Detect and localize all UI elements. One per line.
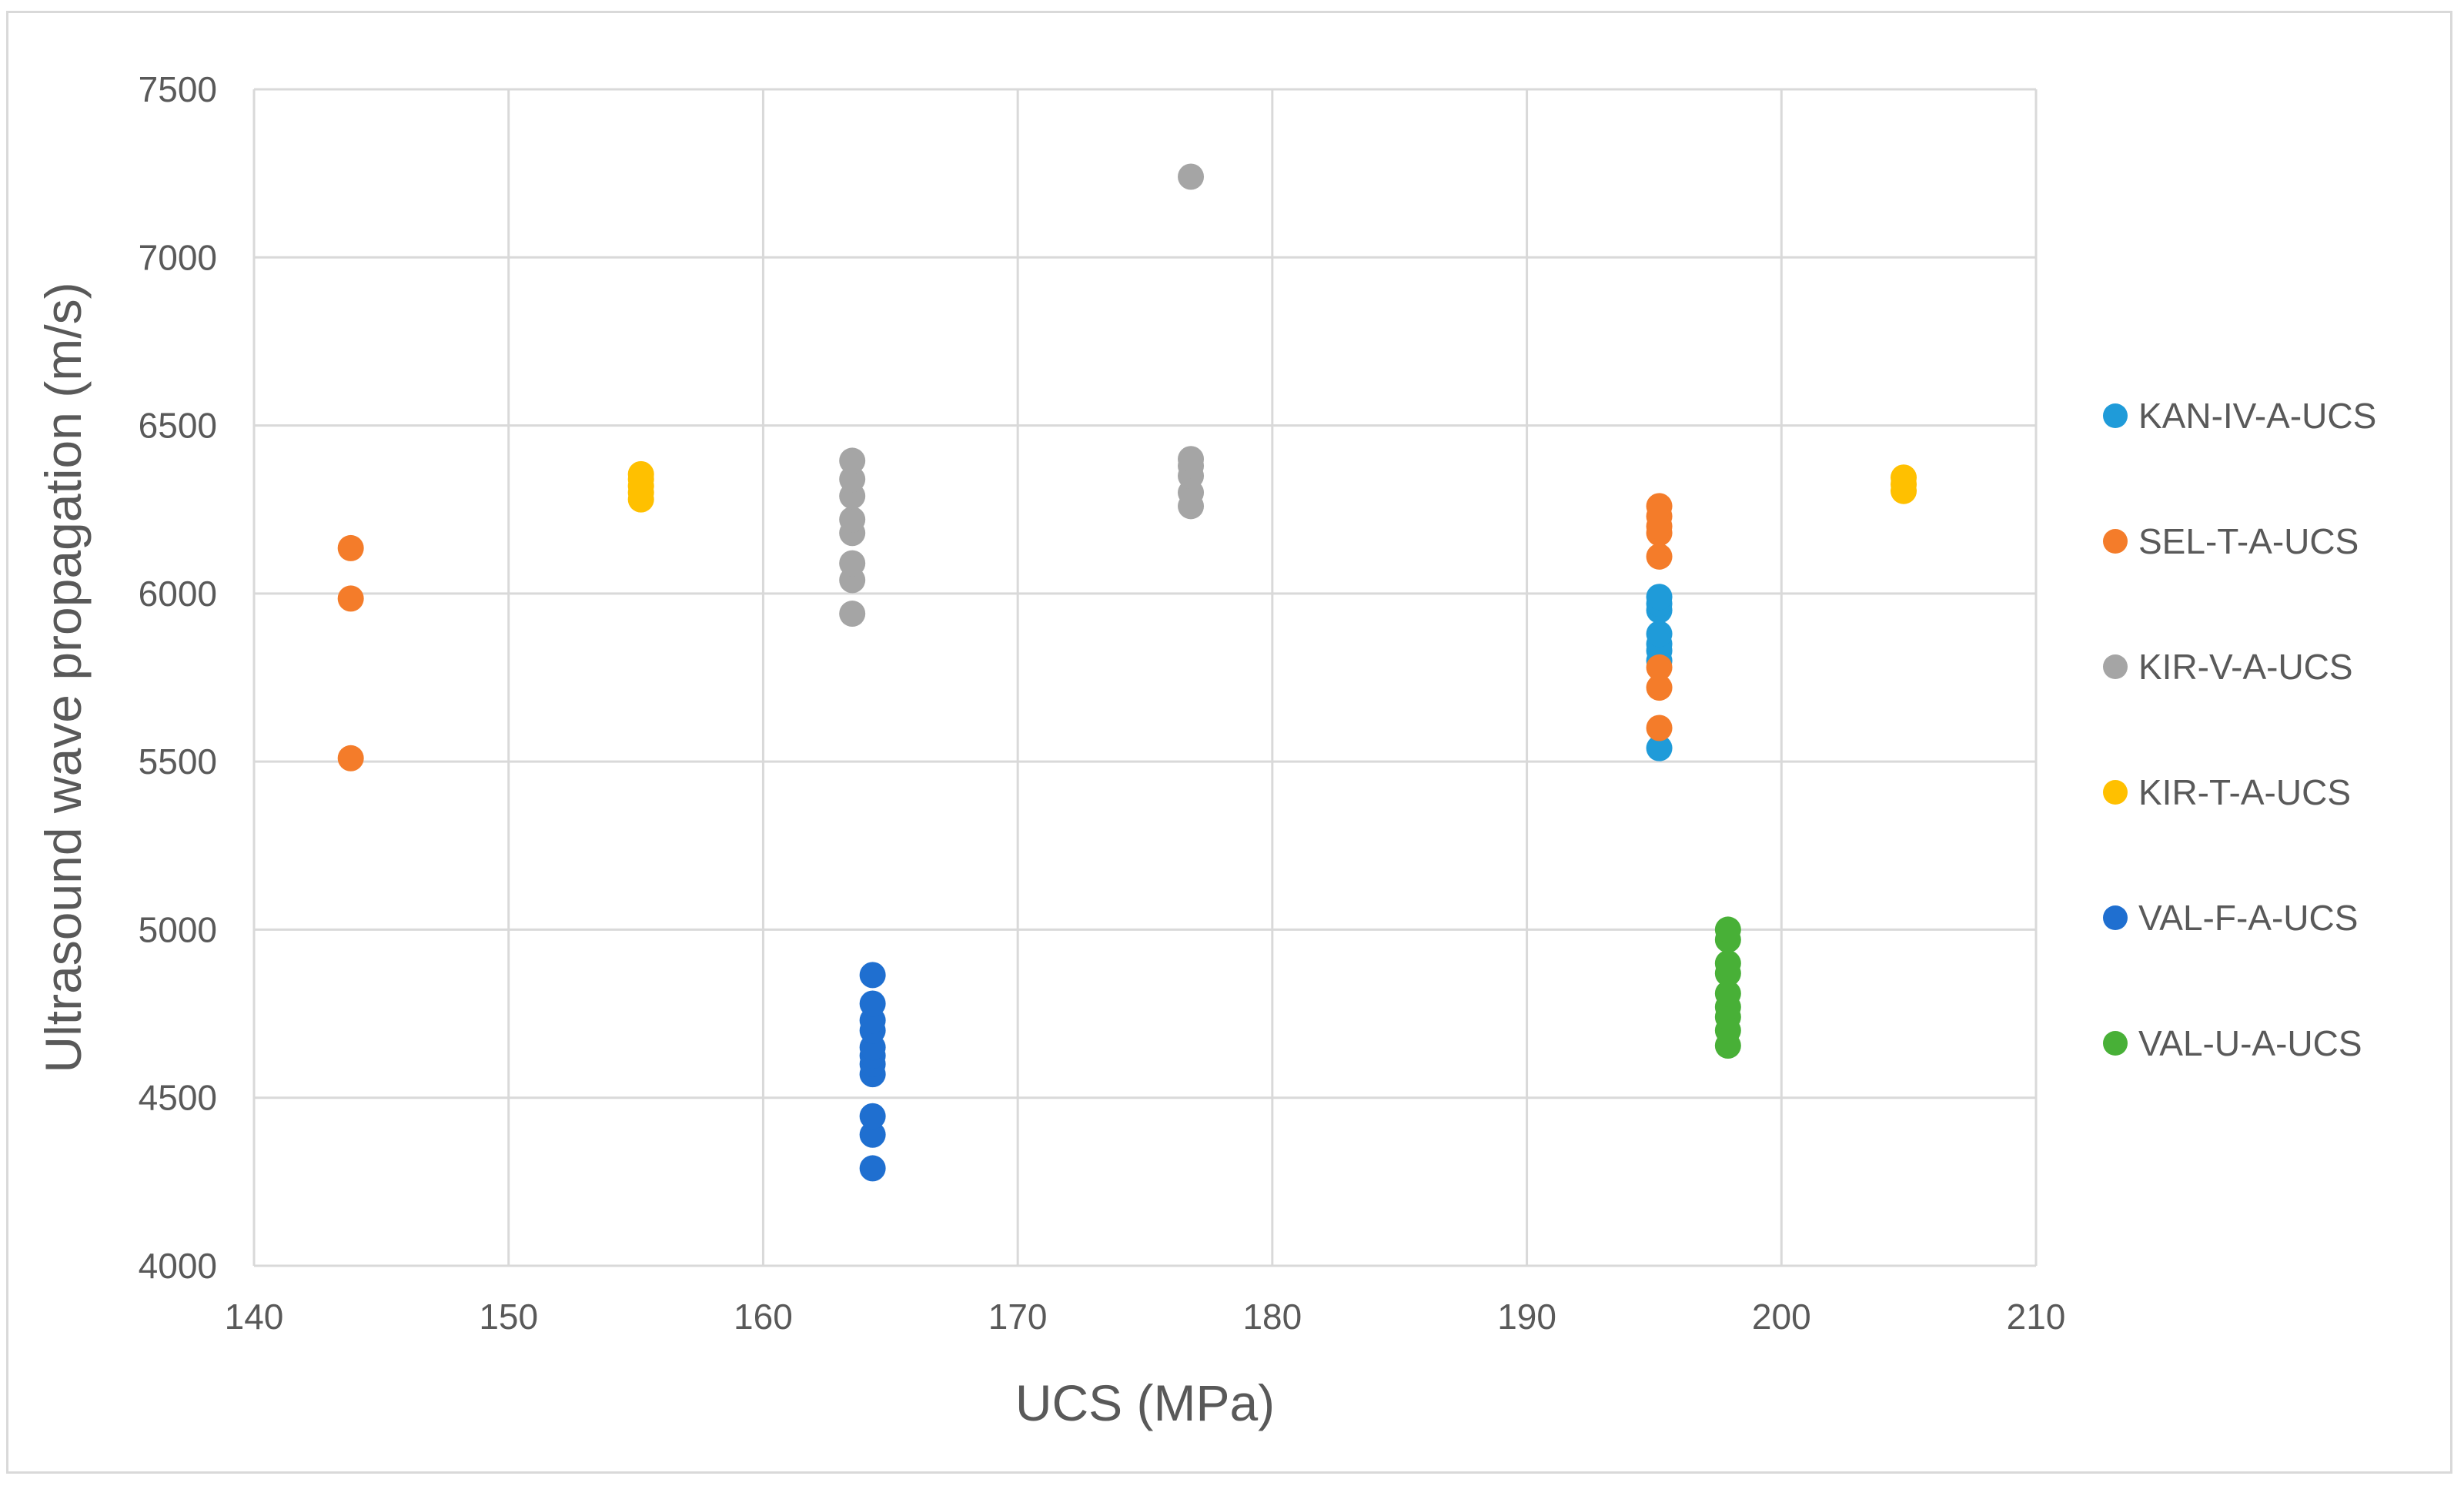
x-axis-title: UCS (MPa) [1015, 1374, 1275, 1431]
data-point [1646, 735, 1673, 761]
x-tick-label: 140 [225, 1297, 284, 1337]
legend-marker [2103, 654, 2128, 679]
data-point [859, 962, 886, 989]
data-points [337, 163, 1917, 1182]
data-point [859, 1155, 886, 1182]
y-tick-label: 6000 [139, 574, 217, 614]
data-point [1646, 654, 1673, 681]
legend-label: VAL-U-A-UCS [2138, 1023, 2362, 1063]
y-tick-label: 4000 [139, 1246, 217, 1286]
data-point [1646, 543, 1673, 570]
data-point [1646, 493, 1673, 520]
data-point [1714, 950, 1741, 977]
y-tick-label: 7000 [139, 237, 217, 277]
x-tick-label: 200 [1752, 1297, 1811, 1337]
legend-marker [2103, 529, 2128, 554]
y-tick-label: 7500 [139, 69, 217, 109]
series-KIR-V-A-UCS [839, 163, 1205, 628]
x-tick-label: 150 [479, 1297, 538, 1337]
legend-label: KIR-V-A-UCS [2138, 647, 2353, 687]
data-point [859, 990, 886, 1017]
legend-marker [2103, 1031, 2128, 1056]
data-point [337, 585, 364, 612]
legend-label: KAN-IV-A-UCS [2138, 396, 2376, 436]
data-point [337, 745, 364, 771]
data-point [1714, 916, 1741, 943]
x-tick-label: 170 [988, 1297, 1048, 1337]
legend-label: KIR-T-A-UCS [2138, 772, 2351, 812]
legend-marker [2103, 403, 2128, 428]
data-point [839, 506, 866, 533]
data-point [839, 550, 866, 577]
series-KIR-T-A-UCS [627, 460, 1917, 513]
y-axis-ticks: 4000 4500 5000 5500 6000 6500 7000 7500 [139, 69, 217, 1286]
legend-marker [2103, 780, 2128, 805]
x-axis-ticks: 140 150 160 170 180 190 200 210 [225, 1297, 2066, 1337]
data-point [627, 460, 654, 487]
series-VAL-F-A-UCS [859, 962, 886, 1182]
y-tick-label: 4500 [139, 1078, 217, 1118]
series-VAL-U-A-UCS [1714, 916, 1741, 1059]
data-point [337, 534, 364, 561]
data-point [839, 466, 866, 493]
x-tick-label: 190 [1497, 1297, 1556, 1337]
data-point [1178, 446, 1205, 473]
y-axis-title: Ultrasound wave propagation (m/s) [35, 282, 92, 1073]
x-tick-label: 210 [2007, 1297, 2066, 1337]
data-point [839, 601, 866, 628]
legend-marker [2103, 905, 2128, 930]
legend-label: VAL-F-A-UCS [2138, 898, 2358, 938]
y-tick-label: 6500 [139, 406, 217, 446]
data-point [1891, 464, 1917, 491]
grid-lines [252, 88, 2038, 1267]
data-point [1646, 674, 1673, 701]
chart-frame [6, 11, 2452, 1474]
x-tick-label: 160 [734, 1297, 793, 1337]
y-tick-label: 5500 [139, 741, 217, 781]
data-point [859, 1103, 886, 1130]
data-point [1178, 163, 1205, 190]
legend: KAN-IV-A-UCS SEL-T-A-UCS KIR-V-A-UCS KIR-T-… [2103, 396, 2376, 1063]
data-point [859, 1121, 886, 1148]
series-SEL-T-A-UCS [337, 493, 1673, 771]
y-tick-label: 5000 [139, 909, 217, 949]
data-point [839, 447, 866, 474]
legend-label: SEL-T-A-UCS [2138, 521, 2359, 561]
x-tick-label: 180 [1242, 1297, 1302, 1337]
data-point [1714, 980, 1741, 1007]
data-point [1646, 584, 1673, 611]
data-point [1646, 715, 1673, 741]
data-point [1646, 621, 1673, 648]
